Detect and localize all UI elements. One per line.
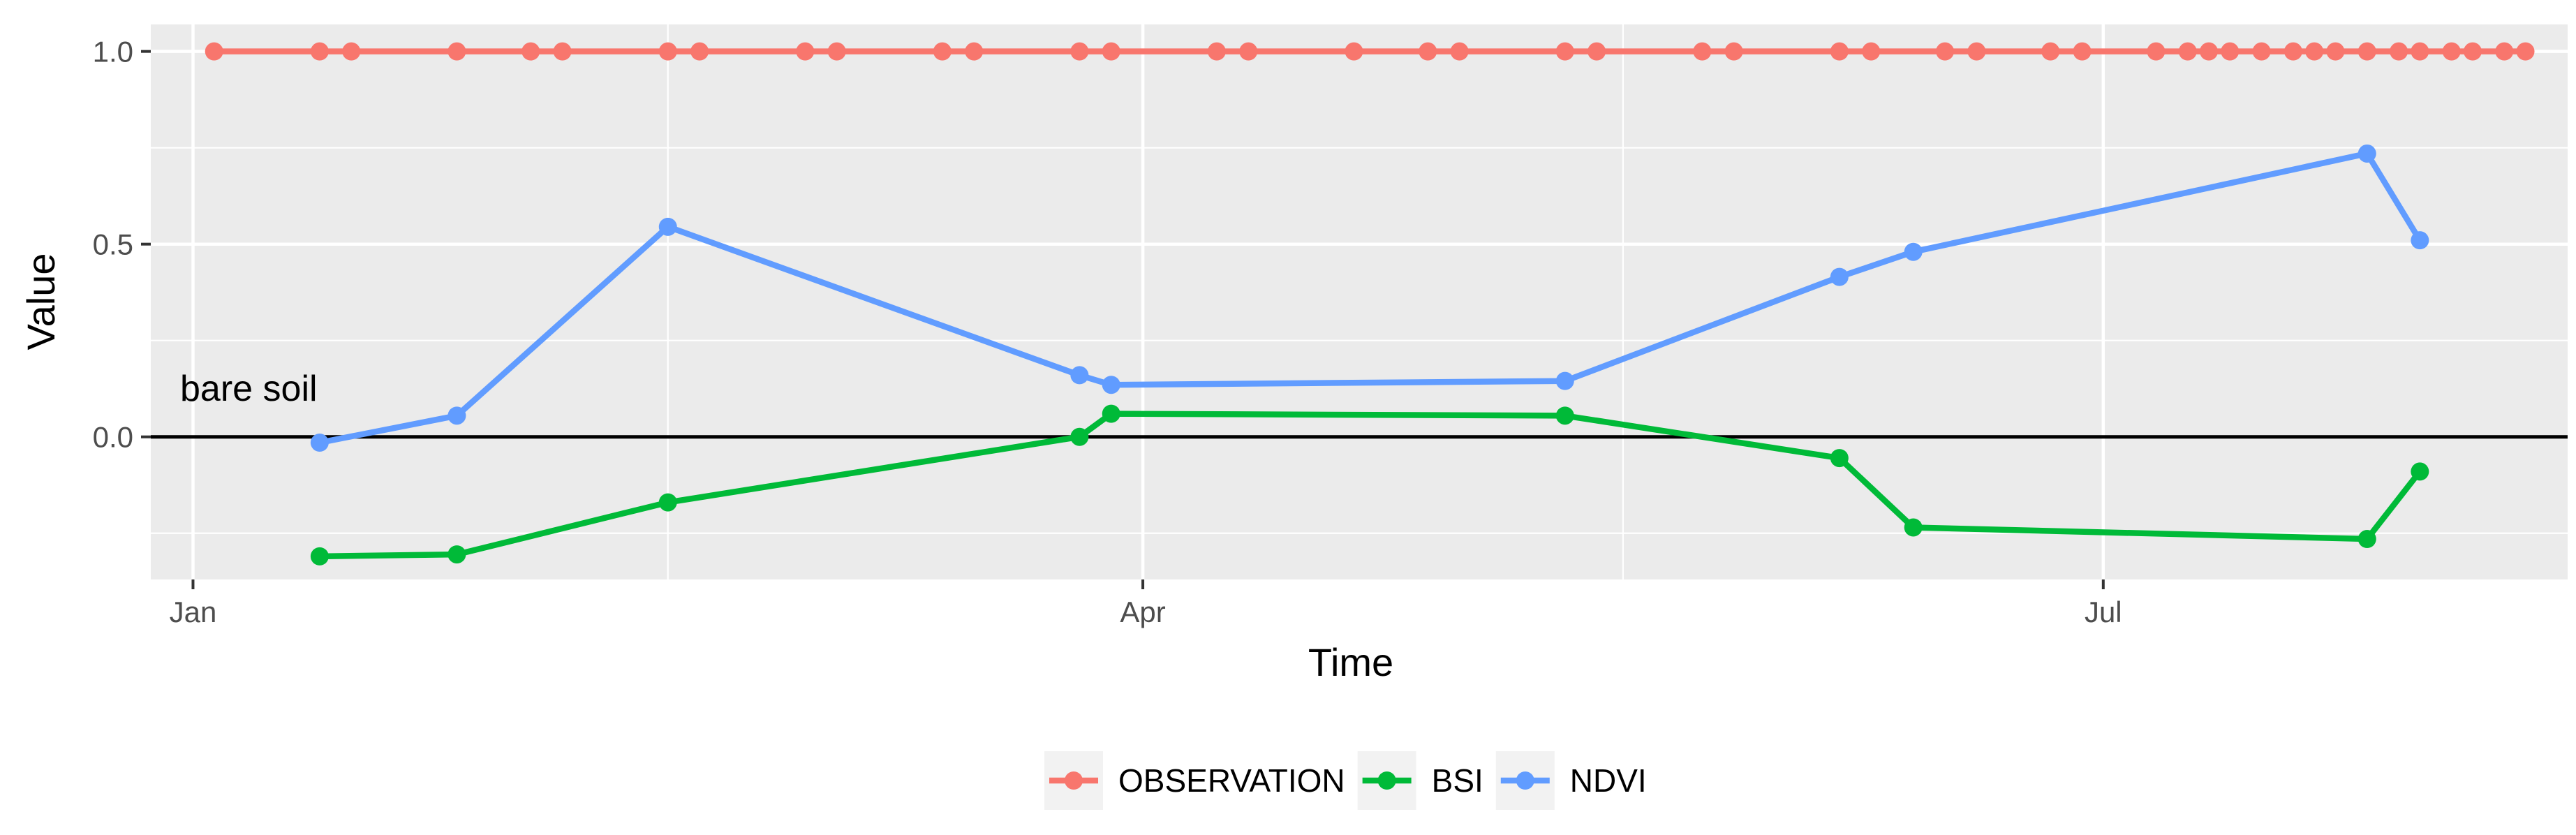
data-point-ndvi: [1102, 376, 1120, 394]
y-axis: 0.0 0.5 1.0: [93, 36, 151, 454]
data-point-observation: [2199, 42, 2218, 61]
legend-key-point: [1516, 771, 1534, 790]
data-point-observation: [1207, 42, 1226, 61]
data-point-observation: [1450, 42, 1469, 61]
legend-item-ndvi: NDVI: [1495, 751, 1647, 810]
data-point-observation: [1102, 42, 1120, 61]
y-tick-label: 0.5: [93, 228, 133, 261]
x-tick-label: Apr: [1120, 596, 1165, 628]
x-axis-title: Time: [1308, 640, 1393, 684]
plot-panel: [151, 24, 2568, 579]
legend-label: OBSERVATION: [1118, 762, 1345, 799]
data-point-ndvi: [1555, 371, 1574, 390]
data-point-observation: [2041, 42, 2060, 61]
data-point-observation: [2442, 42, 2461, 61]
data-point-observation: [2326, 42, 2345, 61]
data-point-bsi: [1904, 518, 1923, 537]
data-point-observation: [2283, 42, 2302, 61]
data-point-ndvi: [658, 217, 677, 236]
data-point-ndvi: [2411, 231, 2429, 250]
data-point-observation: [2147, 42, 2166, 61]
series-line-ndvi: [319, 150, 2422, 446]
data-point-bsi: [1070, 427, 1089, 446]
data-point-observation: [2390, 42, 2408, 61]
x-tick-label: Jul: [2085, 596, 2122, 628]
data-point-observation: [1967, 42, 1986, 61]
data-point-observation: [1345, 42, 1363, 61]
x-tick-label: Jan: [170, 596, 217, 628]
legend-item-observation: OBSERVATION: [1044, 751, 1345, 810]
series-line-bsi: [319, 411, 2422, 560]
data-point-ndvi: [1070, 366, 1089, 385]
legend-label: BSI: [1432, 762, 1483, 799]
data-point-observation: [1239, 42, 1258, 61]
data-point-observation: [1936, 42, 1955, 61]
data-point-observation: [205, 42, 223, 61]
data-point-observation: [658, 42, 677, 61]
data-point-bsi: [310, 547, 329, 566]
data-point-observation: [2411, 42, 2429, 61]
data-point-ndvi: [310, 434, 329, 452]
data-point-observation: [796, 42, 815, 61]
series-points: [205, 42, 2535, 566]
legend: OBSERVATION BSI NDVI: [1044, 751, 1647, 810]
legend-label: NDVI: [1570, 762, 1647, 799]
data-point-observation: [1862, 42, 1881, 61]
legend-key-point: [1065, 771, 1083, 790]
data-point-ndvi: [2357, 144, 2376, 163]
data-point-observation: [1587, 42, 1606, 61]
data-point-observation: [2495, 42, 2514, 61]
y-tick-label: 1.0: [93, 36, 133, 68]
data-point-observation: [2305, 42, 2324, 61]
data-point-observation: [1724, 42, 1743, 61]
data-point-ndvi: [1904, 242, 1923, 261]
data-point-bsi: [658, 493, 677, 512]
data-point-observation: [2221, 42, 2240, 61]
data-point-observation: [2073, 42, 2092, 61]
data-point-bsi: [2357, 530, 2376, 549]
y-axis-title: Value: [19, 253, 63, 350]
data-point-observation: [690, 42, 709, 61]
data-point-observation: [933, 42, 952, 61]
data-point-observation: [2252, 42, 2271, 61]
data-point-observation: [521, 42, 540, 61]
data-point-bsi: [447, 545, 466, 564]
y-tick-label: 0.0: [93, 421, 133, 454]
legend-key-point: [1377, 771, 1396, 790]
data-point-ndvi: [1830, 267, 1849, 286]
data-point-observation: [2463, 42, 2482, 61]
data-point-observation: [310, 42, 329, 61]
x-axis: Jan Apr Jul: [170, 579, 2122, 628]
data-point-observation: [2178, 42, 2197, 61]
data-point-bsi: [2411, 462, 2429, 481]
data-point-observation: [2516, 42, 2535, 61]
data-point-ndvi: [447, 406, 466, 425]
data-point-observation: [1555, 42, 1574, 61]
data-point-observation: [1830, 42, 1849, 61]
data-point-observation: [553, 42, 572, 61]
data-point-observation: [342, 42, 361, 61]
data-point-observation: [1693, 42, 1712, 61]
data-point-bsi: [1830, 449, 1849, 468]
data-point-observation: [2357, 42, 2376, 61]
bare-soil-label: bare soil: [180, 369, 318, 409]
data-point-observation: [827, 42, 846, 61]
data-point-observation: [447, 42, 466, 61]
legend-item-bsi: BSI: [1357, 751, 1483, 810]
data-point-observation: [965, 42, 984, 61]
data-point-observation: [1070, 42, 1089, 61]
data-point-observation: [1419, 42, 1437, 61]
data-point-bsi: [1555, 406, 1574, 425]
reference-line-group: bare soil: [151, 369, 2568, 439]
data-point-bsi: [1102, 404, 1120, 423]
